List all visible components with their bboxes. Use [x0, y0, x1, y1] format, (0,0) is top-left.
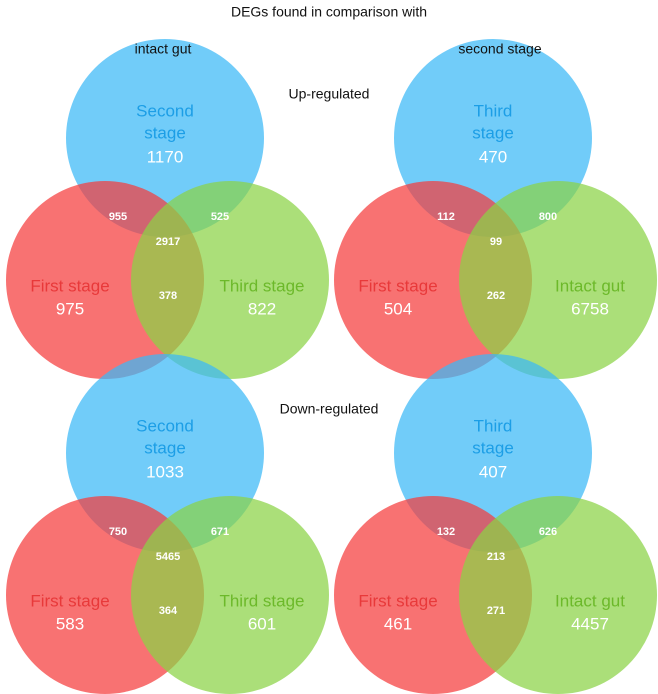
set-label: Second	[136, 101, 194, 120]
overlap-count: 5465	[156, 551, 180, 563]
overlap-count: 112	[437, 211, 455, 223]
overlap-count: 99	[490, 236, 502, 248]
set-count: 504	[384, 299, 412, 318]
set-circle	[459, 181, 657, 379]
set-count: 407	[479, 462, 507, 481]
set-label: Intact gut	[555, 591, 625, 610]
set-count: 461	[384, 614, 412, 633]
overlap-count: 671	[211, 526, 229, 538]
set-count: 6758	[571, 299, 609, 318]
set-label: Third stage	[219, 591, 304, 610]
overlap-count: 378	[159, 290, 177, 302]
set-circle	[459, 496, 657, 694]
set-circle	[131, 181, 329, 379]
set-count: 601	[248, 614, 276, 633]
set-label: First stage	[358, 276, 437, 295]
set-label: stage	[144, 123, 186, 142]
set-circle	[131, 496, 329, 694]
set-count: 1170	[147, 147, 184, 166]
overlap-count: 213	[487, 551, 505, 563]
column-header: second stage	[458, 41, 541, 57]
overlap-count: 626	[539, 526, 557, 538]
overlap-count: 271	[487, 605, 505, 617]
set-label: stage	[144, 438, 186, 457]
set-count: 470	[479, 147, 507, 166]
set-label: First stage	[358, 591, 437, 610]
overlap-count: 364	[159, 605, 178, 617]
row-header: Up-regulated	[289, 86, 370, 102]
set-count: 975	[56, 299, 84, 318]
overlap-count: 2917	[156, 236, 180, 248]
set-label: First stage	[30, 276, 109, 295]
set-count: 4457	[571, 614, 609, 633]
set-label: Third	[474, 416, 513, 435]
overlap-count: 132	[437, 526, 455, 538]
column-header: intact gut	[135, 41, 192, 57]
set-count: 583	[56, 614, 84, 633]
set-count: 1033	[146, 462, 184, 481]
row-header: Down-regulated	[280, 401, 379, 417]
figure-title: DEGs found in comparison with	[231, 4, 427, 20]
set-label: stage	[472, 123, 514, 142]
set-count: 822	[248, 299, 276, 318]
overlap-count: 955	[109, 211, 127, 223]
overlap-count: 800	[539, 211, 557, 223]
set-label: Third stage	[219, 276, 304, 295]
overlap-count: 525	[211, 211, 229, 223]
set-label: Third	[474, 101, 513, 120]
overlap-count: 262	[487, 290, 505, 302]
set-label: First stage	[30, 591, 109, 610]
texts: DEGs found in comparison with intact gut…	[30, 4, 625, 634]
set-label: Intact gut	[555, 276, 625, 295]
set-label: stage	[472, 438, 514, 457]
circles	[6, 39, 657, 694]
overlap-count: 750	[109, 526, 127, 538]
set-label: Second	[136, 416, 194, 435]
